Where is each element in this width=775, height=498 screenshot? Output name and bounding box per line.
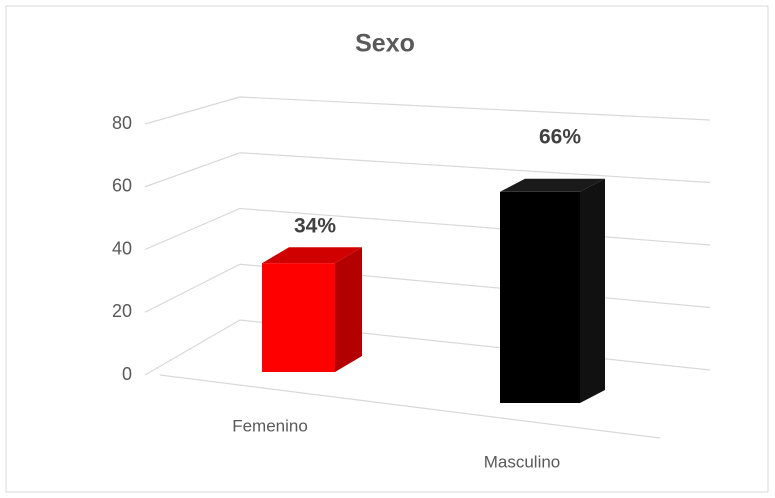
bar-side xyxy=(335,247,362,372)
y-tick-label: 80 xyxy=(112,113,132,133)
grid-line xyxy=(144,96,711,125)
bar xyxy=(500,191,580,403)
chart-frame xyxy=(5,5,769,493)
y-tick-label: 60 xyxy=(112,176,132,196)
bar-top xyxy=(262,247,362,264)
bar-side xyxy=(580,178,605,403)
y-tick-label: 20 xyxy=(112,301,132,321)
data-label: 66% xyxy=(539,125,581,148)
bar-top xyxy=(500,178,605,192)
y-tick-label: 40 xyxy=(112,238,132,258)
data-label: 34% xyxy=(294,215,336,238)
x-tick-label: Femenino xyxy=(232,416,308,435)
floor-edge xyxy=(159,374,661,439)
x-tick-label: Masculino xyxy=(484,452,561,471)
grid-line xyxy=(144,152,711,188)
bar xyxy=(262,263,335,372)
chart-title: Sexo xyxy=(355,30,415,58)
y-tick-label: 0 xyxy=(122,364,132,384)
